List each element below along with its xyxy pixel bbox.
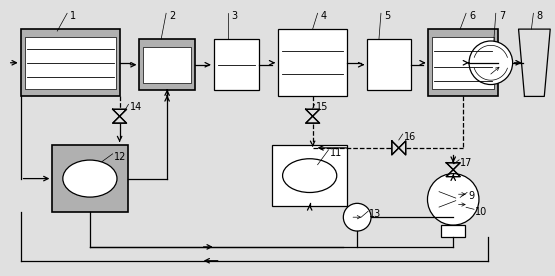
Ellipse shape [63, 160, 117, 197]
Bar [432, 37, 494, 89]
Text: 9: 9 [468, 192, 474, 201]
Text: 7: 7 [499, 11, 505, 21]
Text: 15: 15 [316, 102, 328, 112]
Bar [21, 29, 120, 96]
Text: 11: 11 [330, 148, 342, 158]
Bar [278, 29, 347, 96]
Bar [272, 145, 347, 206]
Circle shape [427, 174, 479, 225]
Text: 13: 13 [369, 209, 381, 219]
Bar [139, 39, 195, 91]
Circle shape [469, 41, 513, 84]
Text: 10: 10 [475, 207, 487, 217]
Bar [143, 47, 191, 83]
Text: 17: 17 [460, 158, 472, 168]
Circle shape [344, 203, 371, 231]
Text: 4: 4 [321, 11, 327, 21]
Text: 5: 5 [384, 11, 390, 21]
Ellipse shape [282, 159, 337, 192]
Text: 8: 8 [536, 11, 542, 21]
Bar [367, 39, 411, 91]
Bar [214, 39, 259, 91]
Bar [428, 29, 498, 96]
Text: 12: 12 [114, 152, 126, 162]
Text: 16: 16 [403, 132, 416, 142]
Bar [52, 145, 128, 212]
Bar [441, 225, 465, 237]
Text: 1: 1 [70, 11, 76, 21]
Text: 6: 6 [469, 11, 475, 21]
Text: 3: 3 [231, 11, 238, 21]
Bar [24, 37, 115, 89]
Text: 14: 14 [129, 102, 142, 112]
Text: 2: 2 [169, 11, 175, 21]
